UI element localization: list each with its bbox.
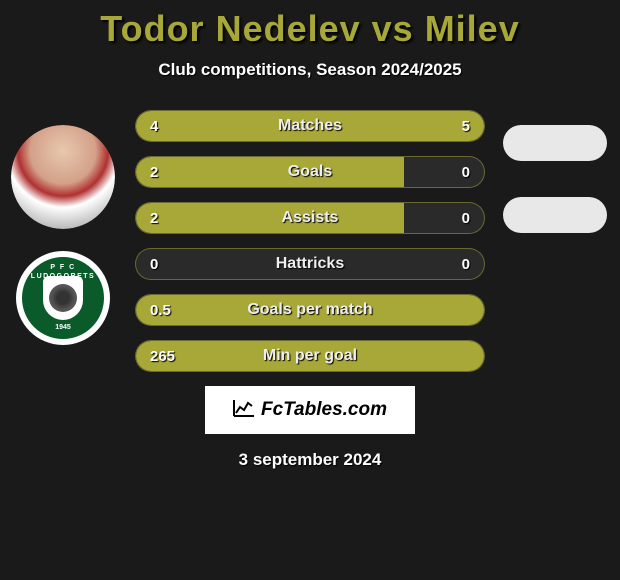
- footer-date: 3 september 2024: [0, 450, 620, 470]
- club-logo-text: P F C: [50, 264, 75, 271]
- attribution-text: FcTables.com: [261, 399, 387, 421]
- player-right-avatar-empty: [503, 125, 607, 161]
- stat-row: 265Min per goal: [135, 340, 485, 372]
- stat-label: Matches: [136, 117, 484, 135]
- stat-row: 2Assists0: [135, 202, 485, 234]
- stat-label: Goals: [136, 163, 484, 181]
- page-title: Todor Nedelev vs Milev: [0, 0, 620, 50]
- stat-value-right: 0: [462, 164, 470, 181]
- stat-label: Assists: [136, 209, 484, 227]
- stat-label: Hattricks: [136, 255, 484, 273]
- club-logo-year: 1945: [55, 324, 71, 331]
- stat-value-right: 0: [462, 256, 470, 273]
- player-left-club-logo: P F C LUDOGORETS 1945: [16, 251, 110, 345]
- chart-icon: [233, 399, 255, 422]
- club-logo-name: LUDOGORETS: [31, 273, 95, 280]
- player-right-avatar-empty: [503, 197, 607, 233]
- attribution-badge: FcTables.com: [205, 386, 415, 434]
- player-left-column: P F C LUDOGORETS 1945: [8, 110, 118, 345]
- stat-row: 4Matches5: [135, 110, 485, 142]
- club-logo-eagle-icon: [49, 284, 77, 312]
- stat-row: 0Hattricks0: [135, 248, 485, 280]
- stat-value-right: 5: [462, 118, 470, 135]
- stat-label: Goals per match: [136, 301, 484, 319]
- stat-label: Min per goal: [136, 347, 484, 365]
- stat-row: 0.5Goals per match: [135, 294, 485, 326]
- stat-value-right: 0: [462, 210, 470, 227]
- player-right-column: [500, 110, 610, 233]
- page-subtitle: Club competitions, Season 2024/2025: [0, 60, 620, 80]
- club-logo-inner: P F C LUDOGORETS 1945: [22, 257, 104, 339]
- avatar-placeholder-icon: [11, 125, 115, 229]
- club-logo-shield-icon: [43, 276, 83, 320]
- player-left-avatar: [11, 125, 115, 229]
- stats-bars: 4Matches52Goals02Assists00Hattricks00.5G…: [135, 110, 485, 372]
- comparison-content: P F C LUDOGORETS 1945 4Matches5 2Goals0 2A…: [0, 110, 620, 372]
- stat-row: 2Goals0: [135, 156, 485, 188]
